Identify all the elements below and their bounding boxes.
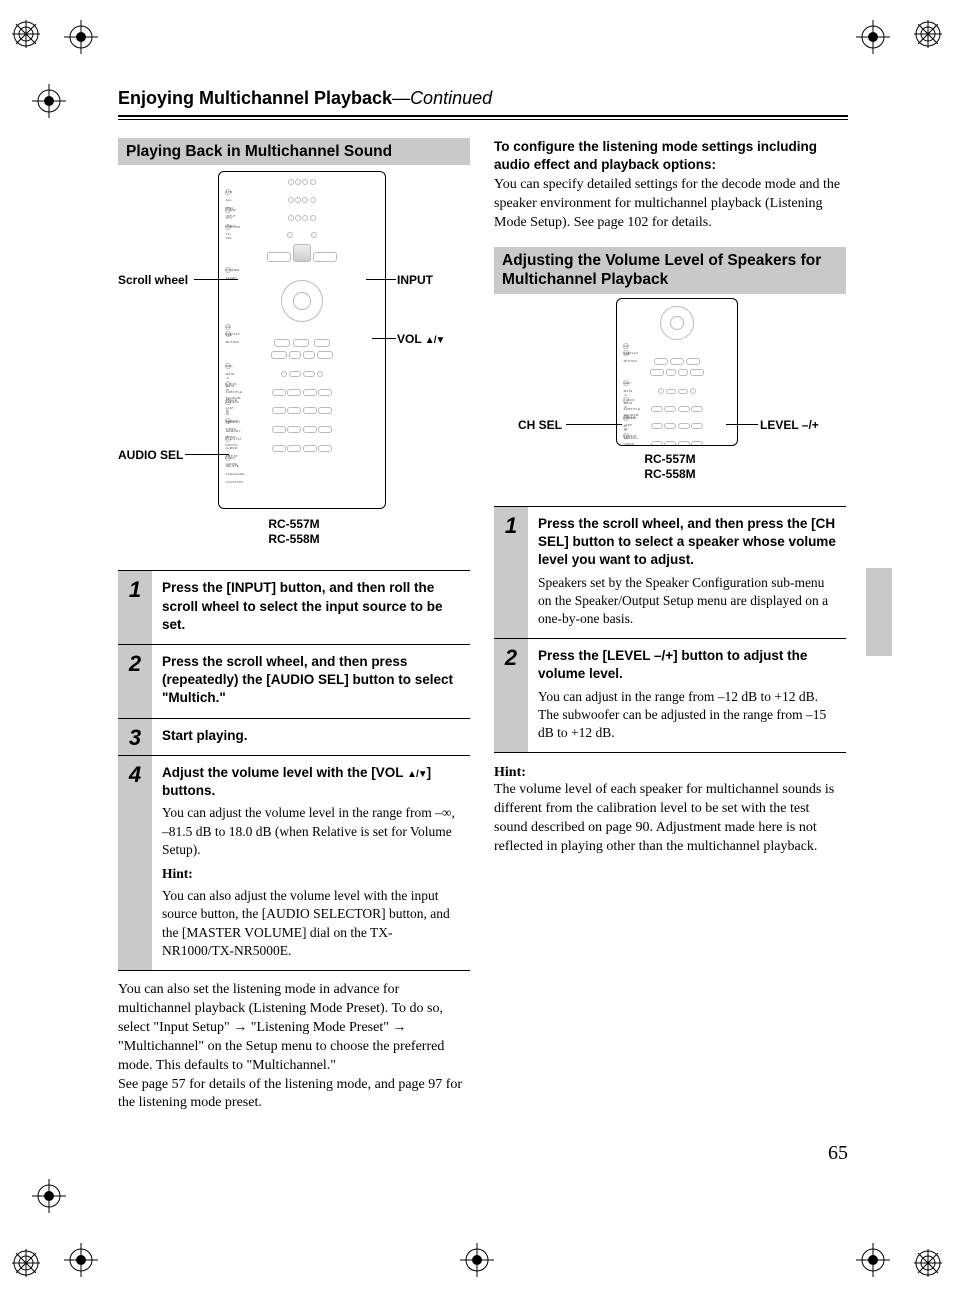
step-number: 1 (118, 571, 152, 644)
step-body-text: You can adjust the volume level in the r… (162, 804, 464, 859)
leader-line (372, 338, 396, 339)
reg-mark-icon (914, 20, 942, 48)
leader-line (726, 424, 758, 425)
crosshair-icon (64, 1243, 98, 1277)
hint-label-right: Hint: (494, 765, 846, 781)
step-3: 3 Start playing. (118, 718, 470, 755)
remote-model: RC-557M RC-558M (118, 517, 470, 547)
model-b: RC-558M (494, 467, 846, 482)
remote-outline-small: CH VOL DISPLAY MUTING REC MAIN A MAIN B … (616, 298, 738, 446)
reg-mark-icon (12, 1249, 40, 1277)
vol-updown-icon: ▲/▼ (407, 769, 427, 780)
section-heading-left: Playing Back in Multichannel Sound (118, 138, 470, 165)
callout-ch-sel: CH SEL (518, 418, 562, 432)
chapter-continued: —Continued (392, 88, 492, 108)
remote-buttons-icon: STB ALL DISC INPUT PGRM PVY INTFT TV-VOL… (219, 172, 385, 508)
callout-level: LEVEL –/+ (760, 418, 819, 432)
step-body-text: You can also adjust the volume level wit… (162, 887, 464, 960)
intro-body: You can specify detailed settings for th… (494, 176, 846, 233)
step-lead: Press the [INPUT] button, and then roll … (162, 579, 464, 634)
callout-input: INPUT (397, 273, 433, 287)
callout-vol: VOL ▲/▼ (397, 332, 444, 346)
remote-illustration-big: STB ALL DISC INPUT PGRM PVY INTFT TV-VOL… (118, 171, 470, 556)
model-b: RC-558M (118, 532, 470, 547)
section-heading-right: Adjusting the Volume Level of Speakers f… (494, 247, 846, 294)
leader-line (194, 279, 238, 280)
step-lead: Press the scroll wheel, and then press (… (162, 653, 464, 708)
step-lead: Press the scroll wheel, and then press t… (538, 515, 840, 570)
chapter-title: Enjoying Multichannel Playback (118, 88, 392, 108)
hint-label: Hint: (162, 865, 464, 883)
remote-illustration-small: CH VOL DISPLAY MUTING REC MAIN A MAIN B … (494, 298, 846, 488)
crosshair-icon (856, 20, 890, 54)
step-body-text: Speakers set by the Speaker Configuratio… (538, 574, 840, 629)
right-column: To configure the listening mode settings… (494, 138, 846, 1113)
step-body-text: You can adjust in the range from –12 dB … (538, 688, 840, 743)
hint-body-right: The volume level of each speaker for mul… (494, 781, 846, 857)
leader-line (566, 424, 622, 425)
steps-right: 1 Press the scroll wheel, and then press… (494, 506, 846, 753)
crosshair-icon (32, 84, 66, 118)
step-number: 1 (494, 507, 528, 638)
rule-thin (118, 119, 848, 120)
callout-audio-sel: AUDIO SEL (118, 448, 183, 462)
step-number: 4 (118, 756, 152, 970)
step-4: 4 Adjust the volume level with the [VOL … (118, 755, 470, 971)
step-number: 2 (494, 639, 528, 752)
step-lead: Press the [LEVEL –/+] button to adjust t… (538, 647, 840, 683)
left-column: Playing Back in Multichannel Sound STB A… (118, 138, 470, 1113)
model-a: RC-557M (494, 452, 846, 467)
reg-mark-icon (914, 1249, 942, 1277)
intro-lead: To configure the listening mode settings… (494, 138, 846, 174)
steps-left: 1 Press the [INPUT] button, and then rol… (118, 570, 470, 971)
model-a: RC-557M (118, 517, 470, 532)
step-lead: Start playing. (162, 727, 464, 745)
step-number: 3 (118, 719, 152, 755)
step-2: 2 Press the scroll wheel, and then press… (118, 644, 470, 718)
crosshair-icon (460, 1243, 494, 1277)
reg-mark-icon (12, 20, 40, 48)
crosshair-icon (856, 1243, 890, 1277)
vol-updown-icon: ▲/▼ (425, 335, 445, 346)
leader-line (185, 454, 229, 455)
chapter-heading: Enjoying Multichannel Playback—Continued (118, 88, 848, 113)
thumb-tab (866, 568, 892, 656)
remote-outline: STB ALL DISC INPUT PGRM PVY INTFT TV-VOL… (218, 171, 386, 509)
step-number: 2 (118, 645, 152, 718)
step-1r: 1 Press the scroll wheel, and then press… (494, 506, 846, 638)
step-2r: 2 Press the [LEVEL –/+] button to adjust… (494, 638, 846, 753)
leader-line (366, 279, 396, 280)
page-content: Enjoying Multichannel Playback—Continued… (118, 88, 848, 1113)
remote-model-right: RC-557M RC-558M (494, 452, 846, 482)
callout-scroll-wheel: Scroll wheel (118, 273, 188, 287)
rule-thick (118, 115, 848, 117)
page-number: 65 (828, 1142, 848, 1165)
remote-buttons-icon: CH VOL DISPLAY MUTING REC MAIN A MAIN B … (617, 299, 737, 445)
step-lead: Adjust the volume level with the [VOL ▲/… (162, 764, 464, 800)
step-1: 1 Press the [INPUT] button, and then rol… (118, 570, 470, 644)
tail-paragraph: You can also set the listening mode in a… (118, 981, 470, 1113)
crosshair-icon (64, 20, 98, 54)
crosshair-icon (32, 1179, 66, 1213)
